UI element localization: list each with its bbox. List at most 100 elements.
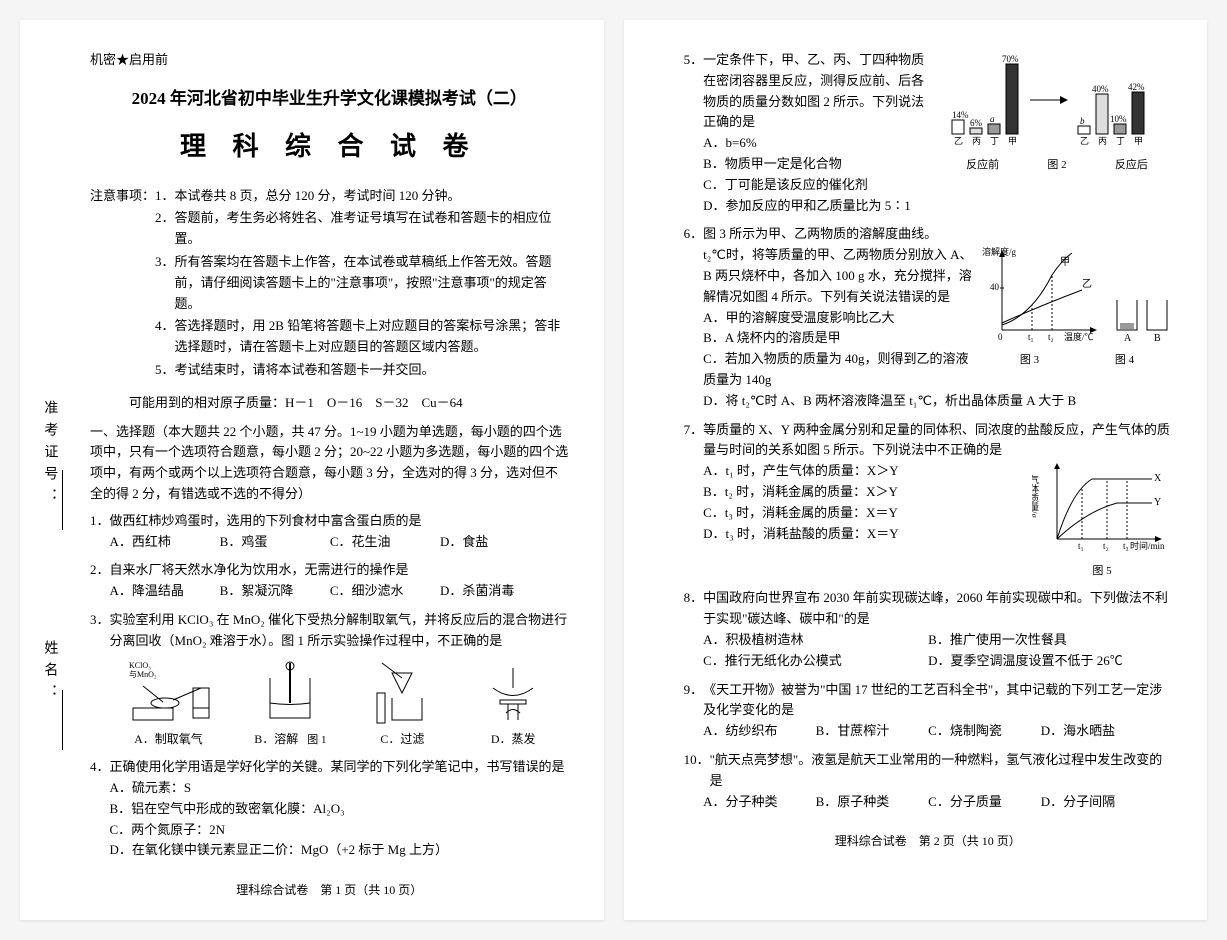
option: D．在氧化镁中镁元素显正二价：MgO（+2 标于 Mg 上方）: [110, 840, 454, 861]
svg-text:10%: 10%: [1110, 114, 1127, 124]
svg-text:70%: 70%: [1002, 54, 1019, 64]
svg-text:Y: Y: [1154, 497, 1161, 508]
notice-text: 所有答案均在答题卡上作答，在本试卷或草稿纸上作答无效。答题前，请仔细阅读答题卡上…: [175, 252, 569, 314]
svg-text:气体质量/g: 气体质量/g: [1032, 474, 1039, 519]
bar-chart-icon: 14% 6% a 70% 乙丙丁甲 b 40% 10% 42% 乙丙丁甲: [942, 50, 1172, 150]
q-num: 8．: [684, 588, 704, 630]
gas-time-chart: 气体质量/g X Y t₁t₂t₃ 时间/min 图 5: [1032, 461, 1172, 580]
fig-label: C．过滤: [380, 732, 424, 746]
svg-text:0: 0: [998, 332, 1003, 342]
q-stem: 实验室利用 KClO₃ 在 MnO₂ 催化下受热分解制取氧气，并将反应后的混合物…: [110, 610, 569, 652]
q-stem: 一定条件下，甲、乙、丙、丁四种物质在密闭容器里反应，测得反应前、后各物质的质量分…: [703, 50, 934, 133]
option: A．t₁ 时，产生气体的质量：X＞Y: [684, 461, 1024, 482]
option: B．铝在空气中形成的致密氧化膜：Al₂O₃: [110, 799, 351, 820]
q-stem: 正确使用化学用语是学好化学的关键。某同学的下列化学笔记中，书写错误的是: [110, 757, 569, 778]
exam-title: 2024 年河北省初中毕业生升学文化课模拟考试（二）: [90, 85, 569, 112]
option: B．原子种类: [816, 792, 929, 813]
question-2: 2．自来水厂将天然水净化为饮用水，无需进行的操作是 A．降温结晶 B．絮凝沉降 …: [90, 560, 569, 602]
option: A．西红柿: [110, 532, 220, 553]
section-head: 一、选择题（本大题共 22 个小题，共 47 分。1~19 小题为单选题，每小题…: [90, 422, 569, 505]
svg-text:丙: 丙: [972, 136, 981, 146]
figure-a: KClO₃ 与MnO₂ A．制取氧气: [123, 658, 213, 749]
page-2: 5．一定条件下，甲、乙、丙、丁四种物质在密闭容器里反应，测得反应前、后各物质的质…: [624, 20, 1207, 920]
svg-text:KClO₃: KClO₃: [129, 661, 151, 670]
option: A．降温结晶: [110, 581, 220, 602]
svg-text:乙: 乙: [1082, 278, 1092, 290]
apparatus-icon: KClO₃ 与MnO₂: [123, 658, 213, 728]
notice-text: 考试结束时，请将本试卷和答题卡一并交回。: [175, 360, 569, 381]
svg-text:40: 40: [990, 282, 1000, 292]
option: B．A 烧杯内的溶质是甲: [684, 328, 974, 349]
svg-text:丙: 丙: [1098, 136, 1107, 146]
option: B．絮凝沉降: [220, 581, 330, 602]
svg-text:14%: 14%: [952, 110, 969, 120]
option: D．参加反应的甲和乙质量比为 5∶1: [684, 196, 934, 217]
q-stem: "航天点亮梦想"。液氢是航天工业常用的一种燃料，氢气液化过程中发生改变的是: [710, 750, 1172, 792]
option: B．推广使用一次性餐具: [928, 630, 1153, 651]
option: B．鸡蛋: [220, 532, 330, 553]
option: C．烧制陶瓷: [928, 721, 1041, 742]
svg-text:时间/min: 时间/min: [1130, 540, 1165, 551]
q-stem: 中国政府向世界宣布 2030 年前实现碳达峰，2060 年前实现碳中和。下列做法…: [703, 588, 1172, 630]
page-footer: 理科综合试卷 第 1 页（共 10 页）: [90, 881, 569, 900]
svg-text:温度/℃: 温度/℃: [1064, 331, 1094, 342]
page-1: 准考证号： 姓名： 机密★启用前 2024 年河北省初中毕业生升学文化课模拟考试…: [20, 20, 604, 920]
option: C．推行无纸化办公模式: [703, 651, 928, 672]
filter-icon: [367, 658, 437, 728]
option: C．两个氮原子：2N: [110, 820, 330, 841]
subject-title: 理 科 综 合 试 卷: [90, 126, 569, 168]
q-stem: 等质量的 X、Y 两种金属分别和足量的同体积、同浓度的盐酸反应，产生气体的质量与…: [703, 420, 1172, 462]
notice-text: 本试卷共 8 页，总分 120 分，考试时间 120 分钟。: [175, 186, 569, 207]
question-6: 6．图 3 所示为甲、乙两物质的溶解度曲线。 t₂℃时，将等质量的甲、乙两物质分…: [684, 224, 1172, 411]
svg-text:与MnO₂: 与MnO₂: [129, 670, 157, 679]
fig-label: D．蒸发: [491, 732, 536, 746]
option: D．将 t₂℃时 A、B 两杯溶液降温至 t₁℃，析出晶体质量 A 大于 B: [684, 391, 1172, 412]
q-stem: 《天工开物》被誉为"中国 17 世纪的工艺百科全书"，其中记载的下列工艺一定涉及…: [703, 680, 1172, 722]
svg-text:t₃: t₃: [1123, 541, 1129, 551]
svg-text:b: b: [1080, 116, 1085, 126]
figure-row: KClO₃ 与MnO₂ A．制取氧气: [90, 658, 569, 750]
q-num: 7．: [684, 420, 704, 462]
q-num: 3．: [90, 610, 110, 652]
option: C．若加入物质的质量为 40g，则得到乙的溶液质量为 140g: [684, 349, 974, 391]
bar-chart-fig2: 14% 6% a 70% 乙丙丁甲 b 40% 10% 42% 乙丙丁甲: [942, 50, 1172, 216]
page-footer: 理科综合试卷 第 2 页（共 10 页）: [684, 832, 1172, 851]
divider: [62, 470, 63, 530]
svg-text:甲: 甲: [1008, 136, 1017, 146]
option: B．t₂ 时，消耗金属的质量：X＞Y: [684, 482, 1024, 503]
svg-text:42%: 42%: [1128, 82, 1145, 92]
notice-head: 注意事项：: [90, 186, 155, 383]
option: D．t₃ 时，消耗盐酸的质量：X＝Y: [684, 524, 1024, 545]
chart-label: 图 2: [1047, 157, 1066, 175]
svg-text:t₂: t₂: [1048, 332, 1054, 342]
line-chart-icon: 气体质量/g X Y t₁t₂t₃ 时间/min: [1032, 461, 1172, 556]
question-1: 1．做西红柿炒鸡蛋时，选用的下列食材中富含蛋白质的是 A．西红柿 B．鸡蛋 C．…: [90, 511, 569, 553]
notice-num: 2．: [155, 208, 175, 250]
fig-label: 图 5: [1032, 563, 1172, 581]
figure-c: C．过滤: [367, 658, 437, 749]
notice-block: 注意事项： 1．本试卷共 8 页，总分 120 分，考试时间 120 分钟。 2…: [90, 186, 569, 383]
svg-text:a: a: [990, 114, 995, 124]
option: C．丁可能是该反应的催化剂: [684, 175, 934, 196]
fig-label: A．制取氧气: [134, 732, 203, 746]
q-num: 10．: [684, 750, 710, 792]
notice-num: 4．: [155, 316, 175, 358]
q-num: 9．: [684, 680, 704, 722]
question-7: 7．等质量的 X、Y 两种金属分别和足量的同体积、同浓度的盐酸反应，产生气体的质…: [684, 420, 1172, 581]
figure-d: D．蒸发: [478, 658, 548, 749]
chart-label: 反应前: [966, 157, 999, 175]
question-5: 5．一定条件下，甲、乙、丙、丁四种物质在密闭容器里反应，测得反应前、后各物质的质…: [684, 50, 1172, 216]
fig-label: B．溶解: [254, 732, 298, 746]
option: D．分子间隔: [1041, 792, 1154, 813]
notice-num: 3．: [155, 252, 175, 314]
option: D．海水晒盐: [1041, 721, 1154, 742]
option: A．b=6%: [684, 133, 934, 154]
figure-b: B．溶解 图 1: [254, 658, 326, 750]
option: B．物质甲一定是化合物: [684, 154, 934, 175]
notice-num: 1．: [155, 186, 175, 207]
question-9: 9．《天工开物》被誉为"中国 17 世纪的工艺百科全书"，其中记载的下列工艺一定…: [684, 680, 1172, 742]
q-num: 4．: [90, 757, 110, 778]
q-substem: t₂℃时，将等质量的甲、乙两物质分别放入 A、B 两只烧杯中，各加入 100 g…: [684, 245, 974, 307]
option: B．甘蔗榨汁: [816, 721, 929, 742]
divider: [62, 690, 63, 750]
